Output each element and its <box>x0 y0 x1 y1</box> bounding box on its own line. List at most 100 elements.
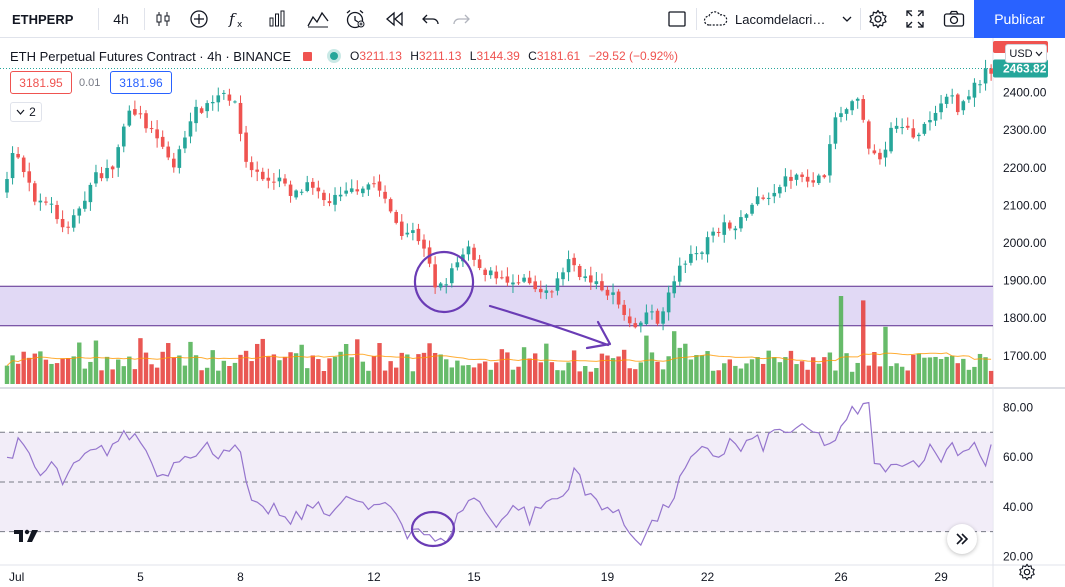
volume-bar <box>988 370 994 384</box>
volume-bar <box>816 363 821 384</box>
candle-body <box>316 187 321 192</box>
volume-bar <box>238 354 243 384</box>
candle-body <box>199 108 204 113</box>
gear-icon[interactable] <box>864 0 892 38</box>
candle-body <box>60 218 65 228</box>
candle-body <box>761 197 765 199</box>
buy-button[interactable]: 3181.96 <box>110 71 172 94</box>
sell-button[interactable]: 3181.95 <box>10 71 72 94</box>
candles-icon[interactable] <box>148 0 178 38</box>
publish-button[interactable]: Publicar <box>974 0 1065 38</box>
volume-bar <box>738 368 744 384</box>
candle-body <box>894 125 899 129</box>
scroll-to-realtime-button[interactable] <box>947 524 977 554</box>
volume-bar <box>944 356 949 384</box>
volume-bar <box>905 370 910 384</box>
volume-bar <box>277 360 282 384</box>
candle-body <box>461 254 465 262</box>
volume-bar <box>299 344 304 384</box>
bar-chart-icon[interactable] <box>262 0 292 38</box>
candle-body <box>583 276 588 279</box>
candle-body <box>611 292 615 295</box>
volume-bar <box>77 342 82 384</box>
open-value: 3211.13 <box>359 49 402 63</box>
tradingview-logo-icon[interactable] <box>10 524 42 548</box>
candle-body <box>121 126 126 147</box>
volume-bar <box>655 361 660 384</box>
candle-body <box>388 199 393 212</box>
interval-button[interactable]: 4h <box>113 11 129 27</box>
volume-bar <box>193 355 199 384</box>
volume-bar <box>321 371 327 384</box>
annotation-arrow <box>488 304 610 347</box>
replay-icon[interactable] <box>380 0 410 38</box>
volume-bar <box>610 358 616 384</box>
volume-bar <box>894 363 899 384</box>
flag-icon[interactable] <box>303 51 313 61</box>
volume-bar <box>427 343 432 384</box>
layout-name[interactable]: Lacomdelacri… <box>735 11 826 27</box>
volume-bar <box>482 361 488 384</box>
candle-body <box>477 259 482 268</box>
candle-body <box>33 183 37 202</box>
volume-bar <box>866 365 871 384</box>
expand-icon[interactable] <box>900 0 930 38</box>
candle-body <box>861 99 866 120</box>
volume-bar <box>560 370 566 384</box>
candle-body <box>772 192 777 197</box>
volume-bar <box>449 367 454 384</box>
time-tick-label: 29 <box>934 570 948 584</box>
chart-settings-gear-icon[interactable] <box>1016 561 1038 583</box>
redo-icon[interactable] <box>446 0 476 38</box>
volume-bar <box>210 350 215 384</box>
volume-bar <box>227 366 232 384</box>
price-tick-label: 2300.00 <box>1003 123 1047 137</box>
volume-bar <box>694 355 699 384</box>
candle-body <box>144 113 148 129</box>
volume-bar <box>733 365 738 384</box>
volume-bar <box>838 296 844 384</box>
candle-body <box>594 281 599 285</box>
indicators-icon[interactable] <box>302 0 334 38</box>
volume-bar <box>65 358 71 384</box>
volume-bar <box>760 363 766 384</box>
time-tick-label: 8 <box>237 570 244 584</box>
candle-body <box>305 182 310 192</box>
volume-bar <box>271 354 277 384</box>
candle-body <box>555 278 560 291</box>
fullscreen-toggle-icon[interactable] <box>662 0 692 38</box>
legend-collapse-button[interactable]: 2 <box>10 102 42 122</box>
volume-bar <box>216 370 221 384</box>
candle-body <box>939 103 943 113</box>
camera-icon[interactable] <box>938 0 970 38</box>
rsi-line <box>6 401 992 547</box>
candle-body <box>238 102 243 134</box>
candle-body <box>333 194 337 205</box>
volume-bar <box>349 357 354 384</box>
symbol-search-button[interactable]: ETHPERP <box>12 11 74 27</box>
chart-legend: ETH Perpetual Futures Contract · 4h · BI… <box>10 47 683 65</box>
alert-icon[interactable] <box>340 0 370 38</box>
volume-bar <box>10 355 15 384</box>
time-tick-label: Jul <box>9 570 24 584</box>
volume-bar <box>316 359 321 384</box>
undo-icon[interactable] <box>416 0 446 38</box>
currency-select[interactable]: USD <box>1005 44 1047 63</box>
candle-body <box>794 174 799 180</box>
volume-bar <box>488 369 493 384</box>
high-value: 3211.13 <box>418 49 462 63</box>
add-indicator-icon[interactable] <box>184 0 214 38</box>
candle-body <box>205 103 209 112</box>
candle-body <box>66 226 70 228</box>
chevron-down-icon[interactable] <box>838 0 856 38</box>
volume-bar <box>494 362 499 384</box>
volume-bar <box>699 355 705 384</box>
double-chevron-right-icon <box>956 533 969 545</box>
candle-body <box>677 265 682 282</box>
chart-canvas[interactable]: 2400.00 2300.00 2200.00 2100.00 2000.00 1900.… <box>0 38 1065 587</box>
volume-bar <box>755 357 760 384</box>
candle-body <box>366 184 371 190</box>
toolbar-divider <box>144 8 145 30</box>
